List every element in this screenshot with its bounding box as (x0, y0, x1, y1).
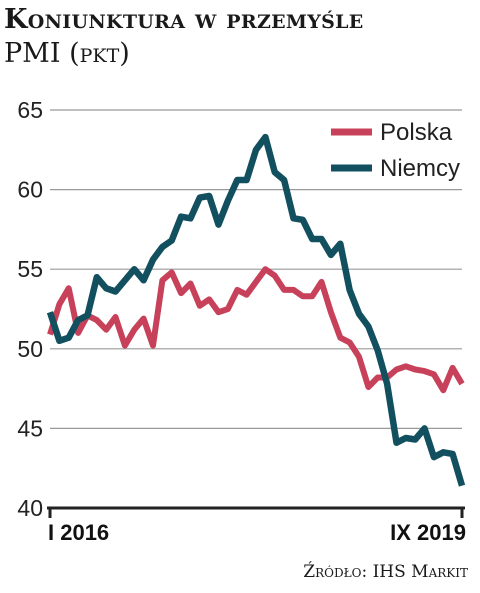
subtitle-unit: (pkt) (69, 38, 130, 69)
chart-subtitle: PMI (pkt) (4, 38, 130, 69)
subtitle-main: PMI (4, 38, 61, 69)
x-tick-label: I 2016 (48, 520, 109, 545)
legend-label-polska: Polska (380, 119, 453, 146)
series-line-polska (47, 266, 465, 394)
y-tick-labels: 40 45 50 55 60 65 (17, 97, 43, 521)
legend-label-niemcy: Niemcy (380, 155, 460, 182)
x-axis: I 2016 IX 2019 (47, 506, 466, 545)
y-tick-label: 55 (17, 256, 43, 282)
source-note: Źródło: IHS Markit (303, 562, 468, 582)
y-tick-label: 60 (17, 177, 43, 203)
y-tick-label: 50 (17, 336, 43, 362)
chart-title: Koniunktura w przemyśle (4, 4, 364, 35)
legend: Polska Niemcy (331, 119, 460, 182)
x-tick-label: IX 2019 (390, 520, 466, 545)
y-tick-label: 40 (17, 495, 43, 521)
series-line-niemcy (46, 133, 466, 487)
series-lines (46, 133, 466, 487)
y-tick-label: 45 (17, 415, 43, 441)
y-tick-label: 65 (17, 97, 43, 123)
